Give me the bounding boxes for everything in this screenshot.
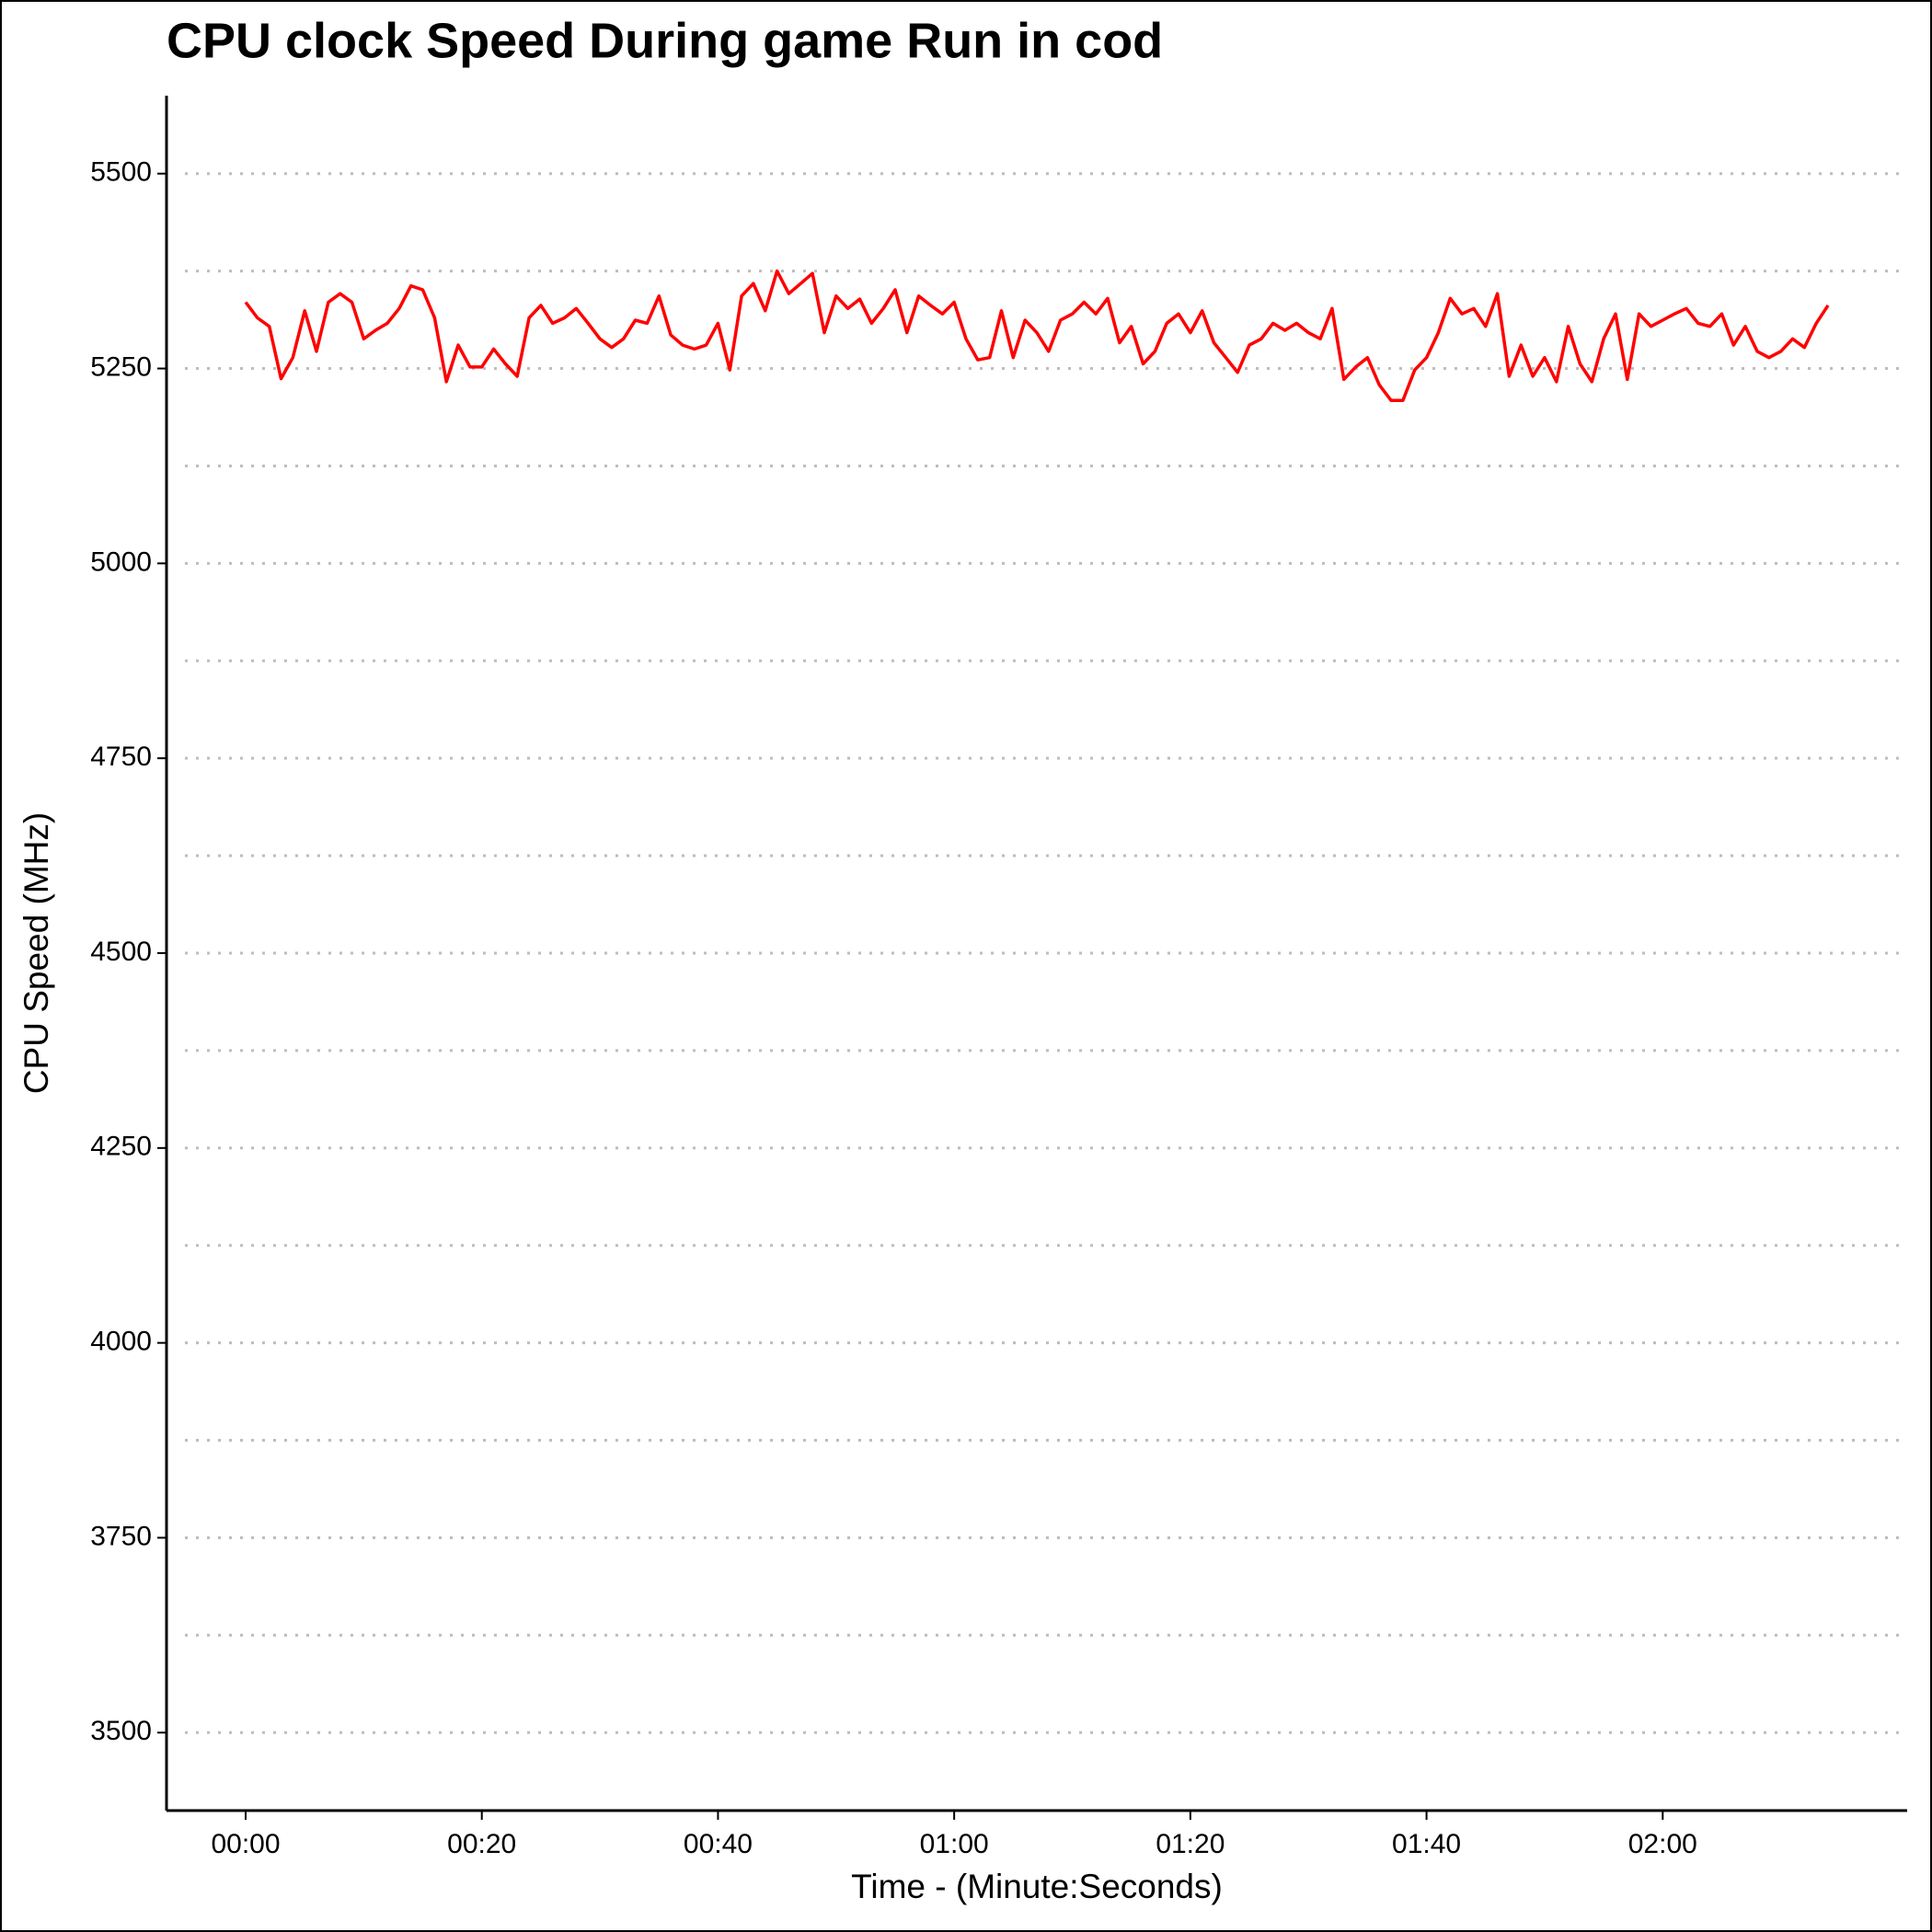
y-tick-label: 4000 bbox=[90, 1327, 152, 1357]
y-tick-label: 4500 bbox=[90, 937, 152, 967]
x-axis-title: Time - (Minute:Seconds) bbox=[851, 1868, 1223, 1905]
x-tick-label: 01:20 bbox=[1156, 1829, 1225, 1859]
y-tick-label: 5000 bbox=[90, 546, 152, 577]
x-tick-label: 01:40 bbox=[1392, 1829, 1461, 1859]
y-tick-label: 5250 bbox=[90, 351, 152, 382]
chart-title: CPU clock Speed During game Run in cod bbox=[167, 13, 1163, 68]
y-axis-title: CPU Speed (MHz) bbox=[17, 812, 55, 1094]
x-tick-label: 00:20 bbox=[447, 1829, 516, 1859]
x-tick-label: 01:00 bbox=[920, 1829, 989, 1859]
y-tick-label: 4750 bbox=[90, 742, 152, 772]
data-line bbox=[244, 269, 1830, 403]
x-tick-label: 00:40 bbox=[684, 1829, 753, 1859]
x-tick-label: 02:00 bbox=[1628, 1829, 1697, 1859]
y-tick-label: 3750 bbox=[90, 1521, 152, 1551]
y-tick-label: 5500 bbox=[90, 157, 152, 188]
y-tick-label: 4250 bbox=[90, 1132, 152, 1162]
x-tick-label: 00:00 bbox=[211, 1829, 280, 1859]
y-tick-label: 3500 bbox=[90, 1716, 152, 1746]
